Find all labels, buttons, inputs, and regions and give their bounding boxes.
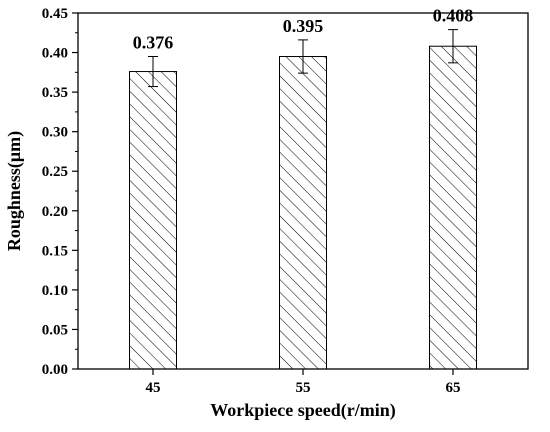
y-axis-title: Roughness(μm) xyxy=(4,131,25,251)
y-tick-label: 0.10 xyxy=(42,283,68,299)
bars-layer xyxy=(129,29,477,370)
value-label-45: 0.376 xyxy=(133,33,174,53)
bar-55 xyxy=(279,56,327,370)
value-label-65: 0.408 xyxy=(433,6,474,26)
y-tick-label: 0.40 xyxy=(42,46,68,62)
x-tick-label-65: 65 xyxy=(446,380,461,396)
x-tick-label-45: 45 xyxy=(146,380,161,396)
x-tick-label-55: 55 xyxy=(296,380,311,396)
x-axis-title: Workpiece speed(r/min) xyxy=(210,400,395,421)
y-tick-label: 0.35 xyxy=(42,85,68,101)
y-tick-label: 0.25 xyxy=(42,164,68,180)
y-tick-label: 0.45 xyxy=(42,6,68,22)
value-label-55: 0.395 xyxy=(283,16,324,36)
y-tick-label: 0.15 xyxy=(42,243,68,259)
y-tick-label: 0.20 xyxy=(42,204,68,220)
axes-layer xyxy=(72,12,529,375)
y-tick-label: 0.30 xyxy=(42,125,68,141)
y-tick-label: 0.00 xyxy=(42,362,68,378)
labels-layer: 0.376 45 0.395 55 0.408 65 0.00 0.05 0.10 0.15 0.2… xyxy=(42,6,474,396)
bar-65 xyxy=(429,45,477,370)
y-tick-label: 0.05 xyxy=(42,322,68,338)
bar-45 xyxy=(129,71,177,370)
